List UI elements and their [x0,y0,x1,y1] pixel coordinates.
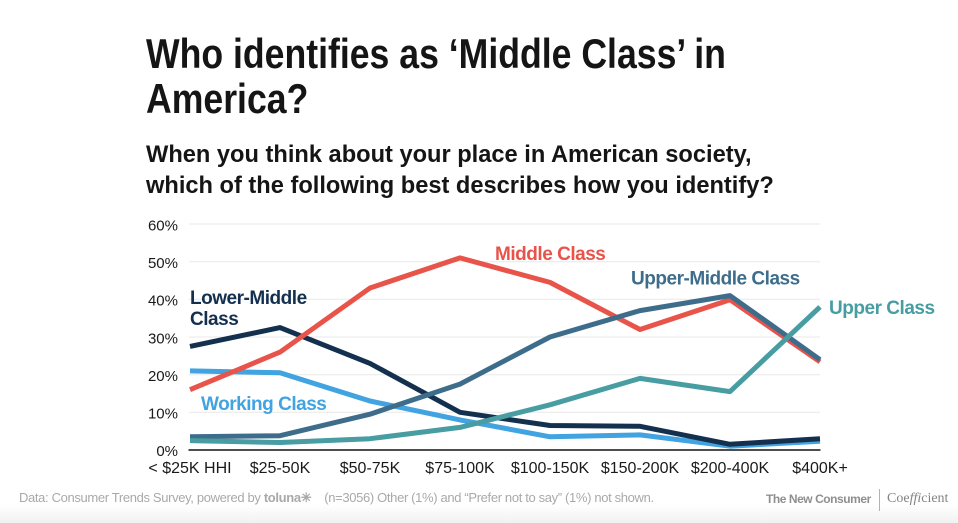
svg-text:$100-150K: $100-150K [511,460,590,477]
svg-text:0%: 0% [156,443,178,460]
svg-text:< $25K HHI: < $25K HHI [148,460,231,477]
svg-text:30%: 30% [148,330,178,347]
svg-text:$200-400K: $200-400K [691,460,770,477]
svg-text:Working Class: Working Class [201,394,326,415]
svg-text:$400K+: $400K+ [792,460,848,477]
svg-text:60%: 60% [148,217,178,234]
svg-text:$75-100K: $75-100K [425,460,495,477]
svg-text:50%: 50% [148,255,178,272]
svg-text:Upper-Middle Class: Upper-Middle Class [631,268,800,289]
svg-text:40%: 40% [148,293,178,310]
svg-text:Upper Class: Upper Class [829,298,935,319]
svg-text:$50-75K: $50-75K [340,460,401,477]
svg-text:20%: 20% [148,368,178,385]
svg-text:Class: Class [190,309,238,330]
svg-text:Lower-Middle: Lower-Middle [190,288,307,309]
svg-text:$150-200K: $150-200K [601,460,680,477]
svg-text:10%: 10% [148,406,178,423]
svg-text:$25-50K: $25-50K [250,460,311,477]
svg-text:Middle Class: Middle Class [495,244,605,265]
